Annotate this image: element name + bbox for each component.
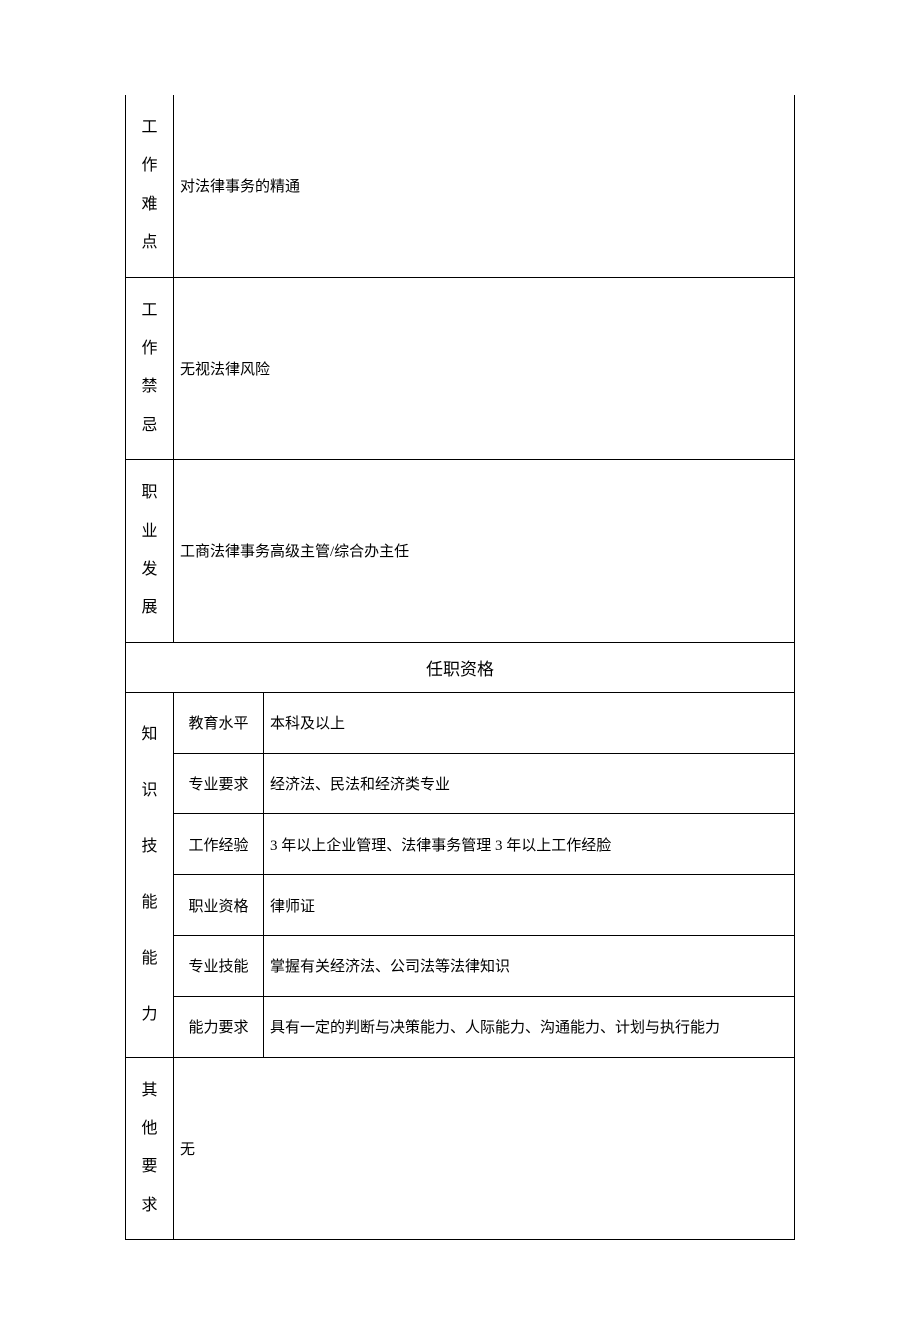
value-other: 无 [174,1057,795,1240]
char: 求 [141,1187,157,1225]
char: 业 [141,513,157,551]
label-taboo: 工 作 禁 忌 [126,277,174,460]
char: 他 [141,1110,157,1148]
char: 职 [141,474,157,512]
qual-value-0: 本科及以上 [264,692,795,753]
qual-label-0: 教育水平 [174,692,264,753]
char: 能 [141,875,157,931]
char: 工 [141,292,157,330]
qual-label-4: 专业技能 [174,936,264,997]
qual-value-5: 具有一定的判断与决策能力、人际能力、沟通能力、计划与执行能力 [264,996,795,1057]
row-qual-3: 职业资格 律师证 [126,875,795,936]
char: 力 [141,987,157,1043]
char: 禁 [141,368,157,406]
row-qual-4: 专业技能 掌握有关经济法、公司法等法律知识 [126,936,795,997]
label-difficulty: 工 作 难 点 [126,95,174,277]
qual-label-1: 专业要求 [174,753,264,814]
char: 点 [141,224,157,262]
char: 作 [141,330,157,368]
job-spec-table: 工 作 难 点 对法律事务的精通 工 作 禁 忌 无视法律风险 [125,95,795,1240]
char: 难 [141,186,157,224]
label-other: 其 他 要 求 [126,1057,174,1240]
row-qual-0: 知 识 技 能 能 力 教育水平 本科及以上 [126,692,795,753]
qual-label-3: 职业资格 [174,875,264,936]
char: 发 [141,551,157,589]
row-section-header: 任职资格 [126,642,795,692]
char: 知 [141,707,157,763]
qual-label-2: 工作经验 [174,814,264,875]
char: 作 [141,147,157,185]
row-other: 其 他 要 求 无 [126,1057,795,1240]
section-header: 任职资格 [126,642,795,692]
char: 忌 [141,407,157,445]
label-career: 职 业 发 展 [126,460,174,643]
row-taboo: 工 作 禁 忌 无视法律风险 [126,277,795,460]
row-difficulty: 工 作 难 点 对法律事务的精通 [126,95,795,277]
row-qual-5: 能力要求 具有一定的判断与决策能力、人际能力、沟通能力、计划与执行能力 [126,996,795,1057]
qual-label-5: 能力要求 [174,996,264,1057]
qual-value-2: 3 年以上企业管理、法律事务管理 3 年以上工作经脸 [264,814,795,875]
qual-value-3: 律师证 [264,875,795,936]
row-qual-2: 工作经验 3 年以上企业管理、法律事务管理 3 年以上工作经脸 [126,814,795,875]
char: 要 [141,1148,157,1186]
char: 识 [141,763,157,819]
value-taboo: 无视法律风险 [174,277,795,460]
label-qual-group: 知 识 技 能 能 力 [126,692,174,1057]
value-difficulty: 对法律事务的精通 [174,95,795,277]
char: 展 [141,589,157,627]
char: 技 [141,819,157,875]
char: 工 [141,109,157,147]
char: 能 [141,931,157,987]
row-career: 职 业 发 展 工商法律事务高级主管/综合办主任 [126,460,795,643]
char: 其 [141,1072,157,1110]
qual-value-4: 掌握有关经济法、公司法等法律知识 [264,936,795,997]
value-career: 工商法律事务高级主管/综合办主任 [174,460,795,643]
qual-value-1: 经济法、民法和经济类专业 [264,753,795,814]
row-qual-1: 专业要求 经济法、民法和经济类专业 [126,753,795,814]
